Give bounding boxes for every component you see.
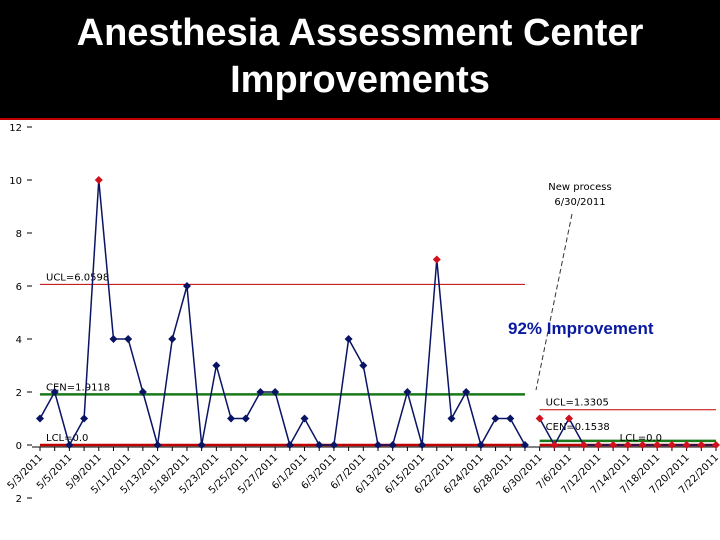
- x-axis-labels: 5/3/20115/5/20115/9/20115/11/20115/13/20…: [6, 452, 720, 496]
- series-line: [39, 179, 526, 447]
- y-tick-label: 8: [16, 229, 22, 240]
- data-series: [36, 176, 720, 449]
- y-axis: 12 10 8 6 4 2 0 2: [9, 123, 717, 505]
- data-point: [565, 414, 574, 423]
- annotation-line2: 6/30/2011: [554, 197, 605, 208]
- cen-label: CEN=1.9118: [46, 382, 110, 393]
- data-point: [462, 388, 471, 396]
- data-point: [153, 441, 162, 449]
- data-point: [227, 414, 236, 423]
- data-point: [109, 335, 118, 343]
- data-point: [535, 414, 544, 423]
- data-point: [520, 441, 529, 449]
- data-point: [623, 441, 632, 449]
- data-point: [285, 441, 294, 449]
- data-point: [653, 441, 662, 449]
- title-band: [0, 0, 720, 120]
- data-point: [359, 361, 368, 370]
- data-point: [329, 441, 338, 449]
- slide-title: Anesthesia Assessment Center Improvement…: [76, 12, 644, 101]
- cen-label: CEN=0.1538: [546, 422, 610, 433]
- data-point: [374, 441, 382, 449]
- y-tick-label: 10: [9, 176, 22, 187]
- data-point: [168, 335, 177, 343]
- data-point: [300, 414, 309, 423]
- data-point: [344, 335, 353, 343]
- ucl-label: UCL=1.3305: [546, 398, 609, 409]
- annotation-line1: New process: [548, 182, 611, 193]
- data-point: [315, 441, 324, 449]
- lcl-label: LCL=0.0: [620, 433, 662, 444]
- annotation-leader-line: [535, 213, 573, 391]
- data-point: [638, 441, 647, 449]
- data-point: [506, 414, 515, 423]
- data-point: [491, 414, 500, 423]
- y-tick-label: 2: [16, 388, 22, 399]
- data-point: [609, 441, 618, 449]
- data-point: [476, 441, 485, 449]
- data-point: [579, 441, 588, 449]
- y-tick-label: 4: [16, 335, 22, 346]
- data-point: [212, 361, 221, 370]
- data-point: [241, 414, 250, 423]
- data-point: [138, 388, 147, 396]
- data-point: [682, 441, 691, 449]
- data-point: [432, 255, 441, 264]
- data-point: [403, 388, 412, 396]
- data-point: [197, 441, 206, 449]
- data-point: [256, 388, 265, 396]
- data-point: [388, 441, 397, 449]
- data-point: [594, 441, 603, 449]
- data-point: [182, 282, 191, 290]
- y-tick-label: 12: [9, 123, 22, 134]
- data-point: [447, 414, 456, 423]
- data-point: [712, 441, 720, 449]
- data-point: [36, 414, 44, 423]
- control-limits: UCL=6.0598 CEN=1.9118 LCL=0.0 UCL=1.3305 CEN…: [40, 272, 716, 447]
- data-point: [65, 441, 74, 449]
- y-tick-label: 6: [16, 282, 22, 293]
- data-point: [418, 441, 427, 449]
- data-point: [550, 441, 559, 449]
- y-tick-label: 2: [16, 494, 22, 505]
- ucl-label: UCL=6.0598: [46, 272, 109, 283]
- data-point: [50, 388, 59, 396]
- improvement-label: 92% Improvement: [508, 319, 654, 338]
- data-point: [80, 414, 89, 423]
- data-point: [124, 335, 133, 343]
- data-point: [271, 388, 280, 396]
- data-point: [697, 441, 706, 449]
- data-point: [94, 176, 103, 184]
- data-point: [667, 441, 676, 449]
- y-tick-label: 0: [16, 441, 22, 452]
